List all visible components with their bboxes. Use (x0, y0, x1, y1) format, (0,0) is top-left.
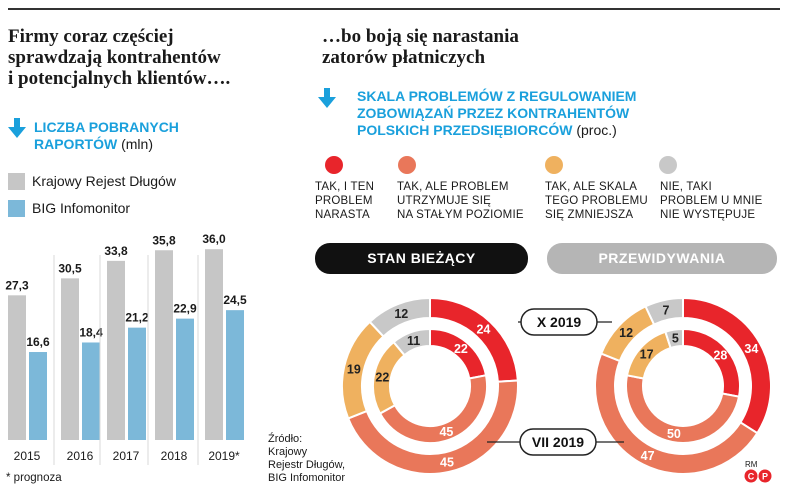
donut-value-label: 5 (672, 332, 679, 346)
left-subtitle-line: LICZBA POBRANYCH (34, 119, 179, 135)
bar-chart: 27,3 16,6 2015 30,5 18,4 2016 33,8 21,2 2017 35,8… (5, 232, 247, 465)
author-credit: RM (745, 460, 758, 469)
category-label: NIE, TAKI PROBLEM U MNIE NIE WYSTĘPUJE (660, 181, 763, 221)
donut-value-label: 7 (663, 303, 670, 317)
donut-value-label: 19 (347, 362, 361, 376)
category-dot (398, 156, 416, 174)
category-label: TAK, I TEN PROBLEM NARASTA (315, 181, 375, 221)
left-title-line: Firmy coraz częściej (8, 26, 174, 47)
donut-value-label: 28 (713, 349, 727, 363)
donut-value-label: 50 (667, 427, 681, 441)
right-subtitle-unit: (proc.) (576, 122, 617, 138)
donut-value-label: 22 (375, 370, 389, 384)
bar (8, 295, 26, 440)
donut-charts: 24 45 19 12 22 45 22 11 34 47 12 7 28 50 17 5 X 2019 VII … (341, 296, 772, 475)
category-label: TAK, ALE SKALA TEGO PROBLEMU SIĘ ZMNIEJSZA (545, 181, 648, 221)
bar (205, 249, 223, 440)
cp-logo: C P (744, 469, 772, 483)
bar-value-label: 21,2 (125, 311, 149, 325)
x-tick-label: 2015 (14, 449, 41, 463)
donut-value-label: 12 (394, 307, 408, 321)
source-note: Źródło: Krajowy Rejestr Długów, BIG Infomon… (268, 433, 346, 484)
footnote: * prognoza (6, 472, 62, 484)
bar (82, 342, 100, 440)
left-subtitle-line: RAPORTÓW (34, 136, 118, 152)
donut-slice (378, 374, 488, 444)
top-rule (8, 8, 780, 10)
bar (226, 310, 244, 440)
donut-slice (368, 296, 431, 338)
left-title-line: sprawdzają kontrahentów (8, 47, 221, 68)
donut-slice (664, 327, 684, 350)
arrow-down-icon (318, 88, 336, 108)
category-dot (545, 156, 563, 174)
legend-swatch-krd (8, 173, 25, 190)
right-title-line: zatorów płatniczych (322, 47, 486, 68)
right-subtitle-line: SKALA PROBLEMÓW Z REGULOWANIEM (357, 88, 637, 104)
donut-value-label: 12 (619, 326, 633, 340)
donut-value-label: 22 (454, 342, 468, 356)
left-subtitle-unit: (mln) (121, 136, 153, 152)
donut-value-label: 24 (476, 323, 490, 337)
bar (107, 260, 125, 440)
category-label: TAK, ALE PROBLEM UTRZYMUJE SIĘ NA STAŁYM P… (397, 181, 524, 221)
bar-value-label: 30,5 (58, 261, 82, 275)
bar-value-label: 35,8 (152, 233, 176, 247)
legend-label-krd: Krajowy Rejest Długów (32, 173, 176, 189)
bar-value-label: 16,6 (26, 335, 50, 349)
right-subtitle: SKALA PROBLEMÓW Z REGULOWANIEM ZOBOWIĄZA… (357, 88, 697, 139)
right-title-line: …bo boją się narastania (322, 26, 519, 47)
donut-value-label: 45 (439, 425, 453, 439)
right-subtitle-line: ZOBOWIĄZAŃ PRZEZ KONTRAHENTÓW (357, 105, 630, 121)
bar-value-label: 33,8 (104, 244, 128, 258)
donut-slice (644, 296, 684, 326)
legend-label-big: BIG Infomonitor (32, 200, 131, 216)
category-dot (659, 156, 677, 174)
category-dot (325, 156, 343, 174)
x-tick-label: 2016 (67, 449, 94, 463)
left-title-line: i potencjalnych klientów…. (8, 68, 231, 89)
svg-text:C: C (748, 472, 755, 482)
bar-value-label: 18,4 (79, 325, 103, 339)
donut-slice (392, 327, 431, 357)
donut-slice (624, 374, 741, 445)
bar-value-label: 36,0 (202, 232, 226, 246)
bar-value-label: 22,9 (173, 302, 197, 316)
left-title: Firmy coraz częściej sprawdzają kontrahe… (8, 26, 308, 89)
legend-swatch-big (8, 200, 25, 217)
svg-text:X 2019: X 2019 (537, 314, 582, 330)
svg-text:P: P (762, 472, 768, 482)
bar-value-label: 24,5 (223, 293, 247, 307)
period-label: X 2019 (520, 308, 598, 336)
x-tick-label: 2019* (208, 449, 240, 463)
x-tick-label: 2017 (113, 449, 140, 463)
bar (176, 318, 194, 440)
donut-value-label: 11 (407, 334, 420, 348)
donut-value-label: 45 (440, 456, 454, 470)
donut-value-label: 34 (744, 342, 758, 356)
donut-value-label: 17 (640, 347, 654, 361)
bar-value-label: 27,3 (5, 278, 29, 292)
left-subtitle: LICZBA POBRANYCH RAPORTÓW (mln) (34, 119, 264, 153)
donut-value-label: 47 (641, 449, 655, 463)
tab-forecast[interactable]: PRZEWIDYWANIA (547, 243, 777, 274)
bar (155, 250, 173, 440)
right-subtitle-line: POLSKICH PRZEDSIĘBIORCÓW (357, 122, 573, 138)
bar (29, 352, 47, 440)
bar (128, 327, 146, 440)
right-title: …bo boją się narastania zatorów płatnicz… (322, 26, 622, 68)
svg-text:VII 2019: VII 2019 (532, 434, 584, 450)
arrow-down-icon (8, 118, 26, 138)
x-tick-label: 2018 (161, 449, 188, 463)
bar (61, 278, 79, 440)
period-label: VII 2019 (519, 428, 597, 456)
tab-current-state[interactable]: STAN BIEŻĄCY (315, 243, 528, 274)
